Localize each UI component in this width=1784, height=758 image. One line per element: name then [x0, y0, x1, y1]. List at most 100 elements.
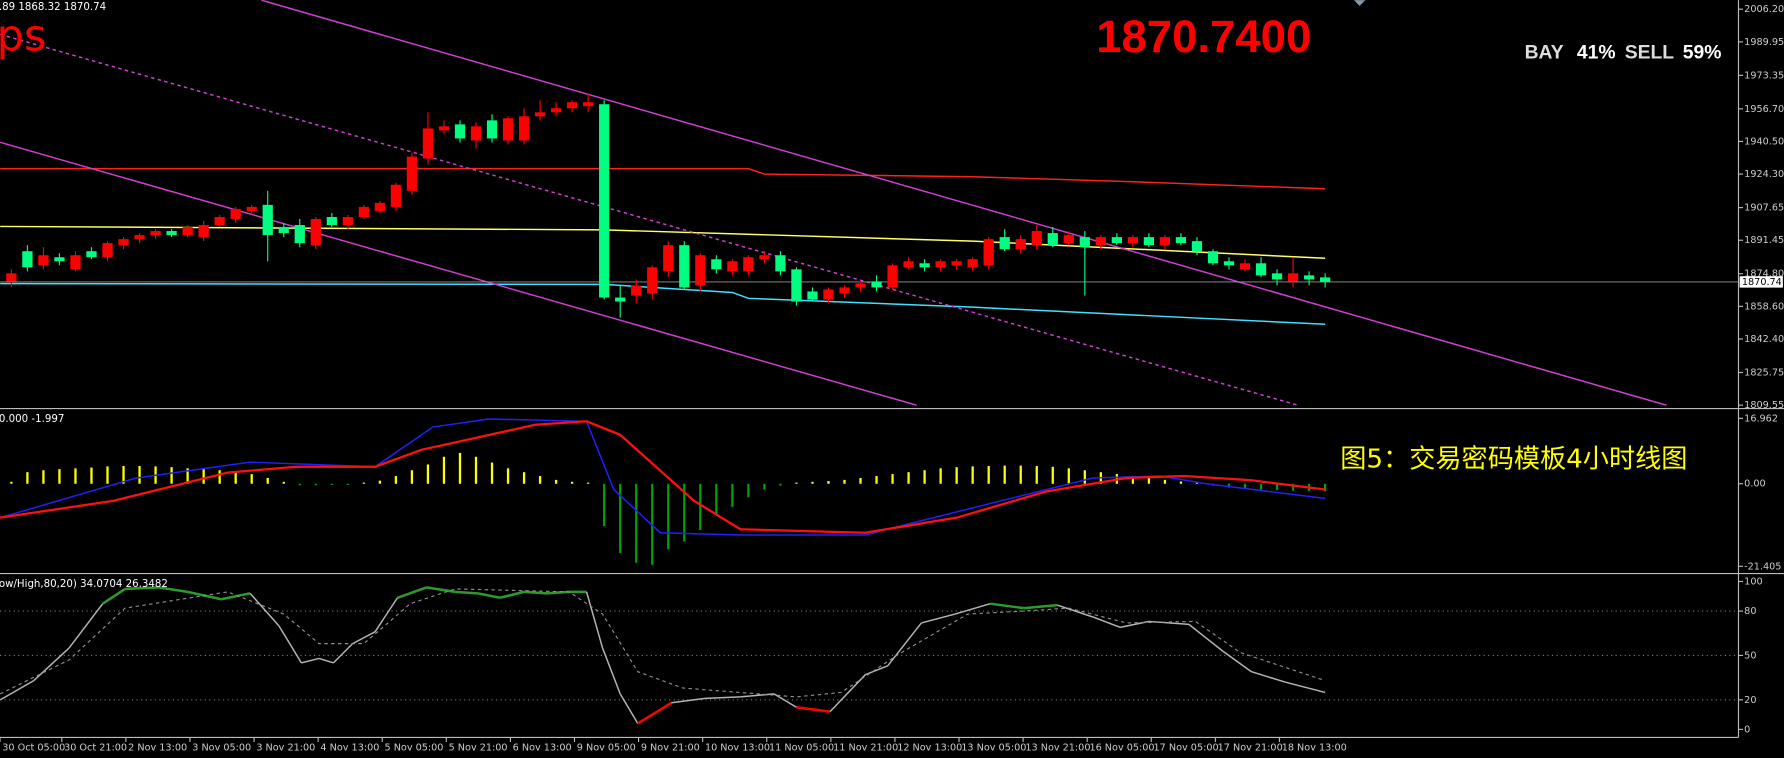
stochastic-segment — [426, 586, 456, 594]
histogram-bar — [122, 466, 125, 484]
candle-body — [1303, 275, 1315, 280]
candle-body — [22, 251, 33, 268]
x-tick-label: 18 Nov 13:00 — [1282, 743, 1347, 754]
histogram-bar — [907, 472, 910, 484]
histogram-bar — [218, 470, 221, 484]
histogram-bar — [1019, 465, 1022, 484]
panel — [0, 418, 1327, 565]
candle-body — [406, 156, 418, 191]
y-tick-label: 20 — [1744, 695, 1756, 706]
candle-body — [150, 231, 161, 236]
stochastic-segment — [705, 696, 741, 700]
candle-body — [502, 118, 514, 141]
stochastic-segment — [637, 701, 673, 725]
x-tick-label: 9 Nov 21:00 — [641, 743, 700, 754]
x-tick-label: 3 Nov 21:00 — [256, 743, 315, 754]
histogram-bar — [1243, 483, 1247, 489]
candle-body — [438, 126, 450, 131]
x-tick-label: 30 Oct 05:00 — [2, 743, 65, 754]
candle-body — [326, 216, 337, 226]
histogram-bar — [522, 472, 526, 484]
y-tick-label: 1842.40 — [1744, 334, 1784, 345]
histogram-bar — [266, 477, 269, 484]
stochastic-segment — [1284, 681, 1326, 694]
candle-body — [454, 124, 466, 139]
candle-body — [198, 225, 209, 238]
histogram-bar — [635, 483, 638, 563]
stochastic-segment — [546, 590, 570, 595]
x-tick-label: 3 Nov 05:00 — [192, 743, 251, 754]
y-tick-label: 1989.95 — [1744, 37, 1784, 48]
histogram-bar — [827, 481, 830, 484]
stochastic-segment — [158, 586, 188, 594]
candle-body — [1111, 237, 1122, 244]
histogram-bar — [330, 483, 333, 485]
stochastic-segment — [332, 643, 354, 664]
x-tick-label: 6 Nov 13:00 — [513, 743, 572, 754]
histogram-bar — [538, 476, 542, 484]
indicator-line — [0, 420, 1326, 534]
histogram-bar — [410, 470, 414, 484]
candle-body — [1159, 237, 1171, 246]
histogram-bar — [250, 474, 253, 484]
candle-body — [1239, 263, 1251, 270]
candle-body — [134, 235, 145, 240]
indicator-line — [0, 588, 1326, 698]
stochastic-segment — [796, 705, 831, 713]
candle-body — [1143, 237, 1155, 246]
stochastic-segment — [829, 674, 866, 713]
histogram-bar — [490, 462, 494, 484]
candle-body — [342, 216, 353, 226]
candle-body — [166, 231, 177, 236]
candle-body — [855, 283, 866, 288]
histogram-bar — [426, 464, 430, 484]
stochastic-segment — [499, 590, 525, 599]
stochastic-segment — [318, 657, 334, 664]
histogram-bar — [458, 452, 462, 484]
stochastic-segment — [1023, 603, 1058, 610]
indicator-line — [0, 282, 1326, 326]
histogram-bar — [298, 483, 301, 486]
candle-body — [951, 261, 962, 266]
candle-body — [1207, 251, 1219, 264]
histogram-bar — [362, 482, 365, 484]
y-tick-label: 0.00 — [1744, 479, 1766, 490]
x-tick-label: 5 Nov 05:00 — [385, 743, 444, 754]
candle-body — [486, 120, 498, 139]
stochastic-segment — [1188, 623, 1224, 652]
histogram-bar — [619, 483, 622, 554]
histogram-bar — [875, 476, 878, 484]
x-tick-label: 12 Nov 13:00 — [897, 743, 962, 754]
x-tick-label: 9 Nov 05:00 — [577, 743, 636, 754]
y-tick-label: 0 — [1744, 724, 1750, 735]
histogram-bar — [651, 483, 654, 565]
histogram-bar — [314, 483, 317, 486]
histogram-bar — [987, 466, 990, 484]
indicator-line — [0, 418, 1326, 536]
stochastic-segment — [249, 592, 280, 627]
candle-body — [1079, 237, 1090, 248]
candle-body — [967, 259, 978, 268]
candle-body — [534, 112, 546, 117]
histogram-bar — [843, 479, 846, 484]
candle-body — [1320, 277, 1331, 282]
x-tick-label: 17 Nov 05:00 — [1154, 743, 1219, 754]
candle-body — [358, 206, 369, 217]
histogram-bar — [442, 456, 446, 484]
histogram-bar — [1035, 466, 1038, 484]
x-tick-label: 10 Nov 13:00 — [705, 743, 770, 754]
stochastic-segment — [990, 602, 1025, 610]
stochastic-segment — [102, 587, 126, 605]
histogram-bar — [58, 469, 61, 484]
y-tick-label: 1809.55 — [1744, 400, 1784, 411]
candle-body — [1255, 263, 1267, 276]
candle-body — [583, 102, 594, 107]
price-tag — [1739, 276, 1783, 288]
indicator-line — [261, 0, 1667, 406]
stochastic-segment — [1222, 650, 1252, 673]
candle-body — [374, 202, 385, 211]
x-tick-label: 11 Nov 05:00 — [769, 743, 834, 754]
y-tick-label: 1874.80 — [1744, 269, 1784, 280]
histogram-bar — [106, 466, 109, 484]
histogram-bar — [1147, 477, 1151, 484]
